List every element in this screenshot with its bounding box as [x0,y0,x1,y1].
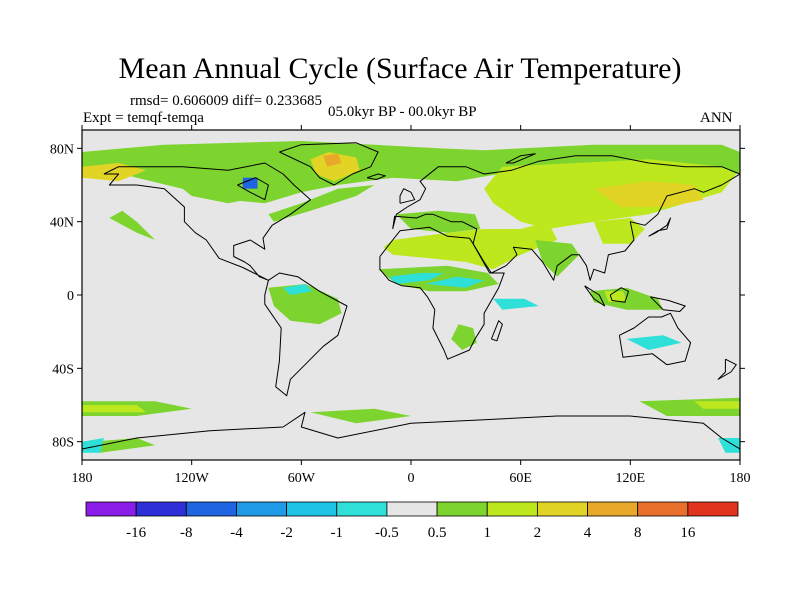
legend-swatch [135,501,187,517]
x-tick-label: 180 [730,471,751,486]
legend-swatch [236,501,288,517]
legend-swatch [587,501,639,517]
color-legend: -16 -8 -4 -2 -1 -0.5 0.5 1 2 4 8 16 [85,501,739,541]
region-asia-orange-1 [593,181,704,207]
coastline-borneo [609,287,629,303]
chart-title: Mean Annual Cycle (Surface Air Temperatu… [118,52,682,85]
legend-label: 2 [534,525,542,541]
legend-label: 8 [634,525,642,541]
legend-label: -2 [280,525,293,541]
region-southern-ocean-w-warm [82,405,146,413]
region-hudson-blue [242,177,258,189]
coastline-greenland [279,142,379,186]
y-axis: 80N 40N 0 40S 80S [50,142,745,451]
x-tick-label: 120W [175,471,210,486]
region-australia-cyan [626,335,682,350]
legend-label: 0.5 [428,525,447,541]
region-amazon [268,284,342,325]
legend-swatch [386,501,438,517]
y-tick-label: 80N [50,142,74,157]
legend-swatch [687,501,739,517]
region-n-atlantic-plume [268,185,375,222]
region-greenland-warm [310,152,360,182]
coastline-australia [618,312,692,366]
region-south-america-cyan [283,284,313,295]
coastline-uk [399,188,416,204]
y-tick-label: 80S [52,436,74,451]
coastline-new-zealand [717,358,737,380]
region-indian-ocean-cyan [493,298,539,310]
coastlines [82,142,740,450]
x-axis: 180 120W 60W 0 60E 120E 180 [72,125,751,486]
region-east-africa-cyan [425,276,485,288]
season-label: ANN [700,110,733,126]
legend-swatch [536,501,588,517]
coastline-iceland [366,173,386,180]
y-tick-label: 0 [67,289,74,304]
legend-swatch [85,501,137,517]
legend-swatch [185,501,237,517]
coastline-madagascar [490,320,503,342]
legend-label: 1 [483,525,491,541]
legend-label: 16 [680,525,696,541]
period-label: 05.0kyr BP - 00.0kyr BP [328,104,477,120]
region-sahara-cyan [389,273,444,284]
region-africa-south [451,324,477,350]
x-tick-label: 120E [616,471,646,486]
experiment-label: Expt = temqf-temqa [83,110,204,126]
legend-label: -0.5 [375,525,399,541]
legend-swatch [286,501,338,517]
coastline-japan [648,217,671,237]
legend-label: -8 [180,525,193,541]
region-southern-ocean-e-warm [694,401,740,409]
coastline-antarctica [82,411,740,450]
region-pacific-n-plume [109,210,156,240]
coastline-africa [379,226,505,360]
region-indonesia-warm [604,291,627,303]
region-canada-green [173,163,284,204]
legend-label: -16 [126,525,146,541]
x-tick-label: 180 [72,471,93,486]
region-china-east [593,218,645,244]
region-antarctic-cyan-w [82,438,104,453]
legend-label: -4 [230,525,243,541]
legend-label: 4 [584,525,592,541]
stats-text: rmsd= 0.606009 diff= 0.233685 [130,93,323,109]
x-tick-label: 0 [408,471,415,486]
coastline-svalbard-novaya [505,153,536,164]
y-tick-label: 40N [50,216,74,231]
region-alaska-warm [82,163,146,182]
coastline-new-guinea [650,296,686,312]
coastline-sumatra [584,285,606,307]
legend-swatch [637,501,689,517]
x-tick-label: 60E [509,471,532,486]
region-ross-green [91,438,156,453]
legend-label: -1 [331,525,344,541]
region-mediterranean [396,210,481,233]
legend-swatch [486,501,538,517]
region-weddell-green [310,408,411,424]
coastline-north-america [103,162,311,281]
legend-swatch [436,501,488,517]
legend-swatch [336,501,388,517]
y-tick-label: 40S [52,362,74,377]
coastline-south-america [264,272,348,397]
coastline-hudson-bay [237,177,269,201]
region-greenland-hot [323,153,342,167]
region-india [535,240,580,277]
region-antarctic-cyan-e [718,438,740,453]
x-tick-label: 60W [288,471,316,486]
